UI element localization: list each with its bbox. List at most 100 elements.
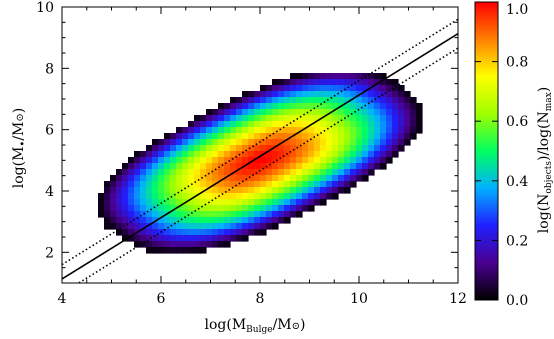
heat-cell-43	[296, 85, 303, 92]
heat-cell-172	[314, 109, 321, 116]
heat-cell-656	[116, 181, 123, 188]
heat-cell-970	[122, 235, 129, 242]
heat-cell-900	[194, 217, 201, 224]
heat-cell-755	[206, 193, 213, 200]
heat-cell-63	[254, 91, 261, 98]
heat-cell-495	[218, 157, 225, 164]
heat-cell-142	[350, 103, 357, 110]
heat-cell-336	[332, 133, 339, 140]
heat-cell-600	[308, 169, 315, 176]
colorbar-tick-labels: 0.0 0.2 0.4 0.6 0.8 1.0	[506, 2, 528, 309]
heat-cell-670	[200, 181, 207, 188]
heat-cell-678	[248, 181, 255, 188]
heat-cell-411	[254, 145, 261, 152]
heat-cell-280	[254, 127, 261, 134]
heat-cell-287	[296, 127, 303, 134]
heat-cell-447	[200, 151, 207, 158]
heat-cell-382	[344, 139, 351, 146]
heat-cell-525	[128, 163, 135, 170]
heat-cell-1009	[158, 247, 165, 254]
x-tick-label: 12	[449, 291, 467, 307]
heat-cell-215	[344, 115, 351, 122]
heat-cell-772	[308, 193, 315, 200]
heat-cell-285	[284, 127, 291, 134]
heat-cell-82	[368, 91, 375, 98]
heat-cell-976	[158, 235, 165, 242]
heat-cell-8	[338, 73, 345, 80]
heat-cell-251	[326, 121, 333, 128]
heat-cell-760	[236, 193, 243, 200]
heat-cell-959	[200, 229, 207, 236]
heat-cell-571	[134, 169, 141, 176]
heat-cell-1001	[194, 241, 201, 248]
heat-cell-573	[146, 169, 153, 176]
heat-cell-520	[368, 157, 375, 164]
heat-cell-224	[398, 115, 405, 122]
heat-cell-685	[290, 181, 297, 188]
heat-cell-764	[260, 193, 267, 200]
heat-cell-91	[242, 97, 249, 104]
heat-cell-35	[386, 79, 393, 86]
heat-cell-969	[260, 229, 267, 236]
heat-cell-961	[212, 229, 219, 236]
heat-cell-438	[146, 151, 153, 158]
heat-cell-699	[122, 187, 129, 194]
heat-cell-658	[128, 181, 135, 188]
heat-cell-946	[122, 229, 129, 236]
colorbar-tick-label: 0.6	[506, 114, 528, 130]
heat-cell-157	[224, 109, 231, 116]
heat-cell-319	[230, 133, 237, 140]
heat-cell-506	[284, 157, 291, 164]
heat-cell-925	[158, 223, 165, 230]
heat-cell-70	[296, 91, 303, 98]
heat-cell-342	[368, 133, 375, 140]
heat-cell-818	[116, 205, 123, 212]
heat-cell-6	[326, 73, 333, 80]
heat-cell-237	[242, 121, 249, 128]
heat-cell-558	[326, 163, 333, 170]
heat-cell-271	[200, 127, 207, 134]
heat-cell-5	[320, 73, 327, 80]
heat-cell-796	[212, 199, 219, 206]
heat-cell-153	[416, 103, 423, 110]
heat-cell-441	[164, 151, 171, 158]
heat-cell-191	[200, 115, 207, 122]
colorbar-tick-label: 0.4	[506, 174, 528, 190]
x-tick-label: 6	[157, 291, 166, 307]
heat-cell-256	[356, 121, 363, 128]
heat-cell-205	[284, 115, 291, 122]
heat-cell-597	[290, 169, 297, 176]
heat-cell-326	[272, 133, 279, 140]
heat-cell-421	[314, 145, 321, 152]
heat-cell-936	[224, 223, 231, 230]
heat-cell-388	[380, 139, 387, 146]
heat-cell-776	[332, 193, 339, 200]
heat-cell-801	[242, 199, 249, 206]
heat-cell-763	[254, 193, 261, 200]
heat-cell-181	[368, 109, 375, 116]
heat-cell-115	[386, 97, 393, 104]
heat-cell-703	[146, 187, 153, 194]
heat-cell-919	[122, 223, 129, 230]
heat-cell-743	[134, 193, 141, 200]
heat-cell-842	[260, 205, 267, 212]
heat-cell-774	[320, 193, 327, 200]
heat-cell-700	[128, 187, 135, 194]
heat-cell-322	[248, 133, 255, 140]
heat-cell-904	[218, 217, 225, 224]
heat-cell-548	[266, 163, 273, 170]
heat-cell-588	[236, 169, 243, 176]
heat-cell-740	[116, 193, 123, 200]
heat-cell-924	[152, 223, 159, 230]
heat-cell-324	[260, 133, 267, 140]
heat-cell-547	[260, 163, 267, 170]
heat-cell-451	[224, 151, 231, 158]
heat-cell-771	[302, 193, 309, 200]
heat-cell-1015	[194, 247, 201, 254]
heat-cell-645	[314, 175, 321, 182]
y-axis-label: log(M•/M⊙)	[11, 108, 29, 189]
heat-cell-29	[350, 79, 357, 86]
heat-cell-637	[266, 175, 273, 182]
heat-cell-611	[110, 175, 117, 182]
heat-cell-488	[176, 157, 183, 164]
